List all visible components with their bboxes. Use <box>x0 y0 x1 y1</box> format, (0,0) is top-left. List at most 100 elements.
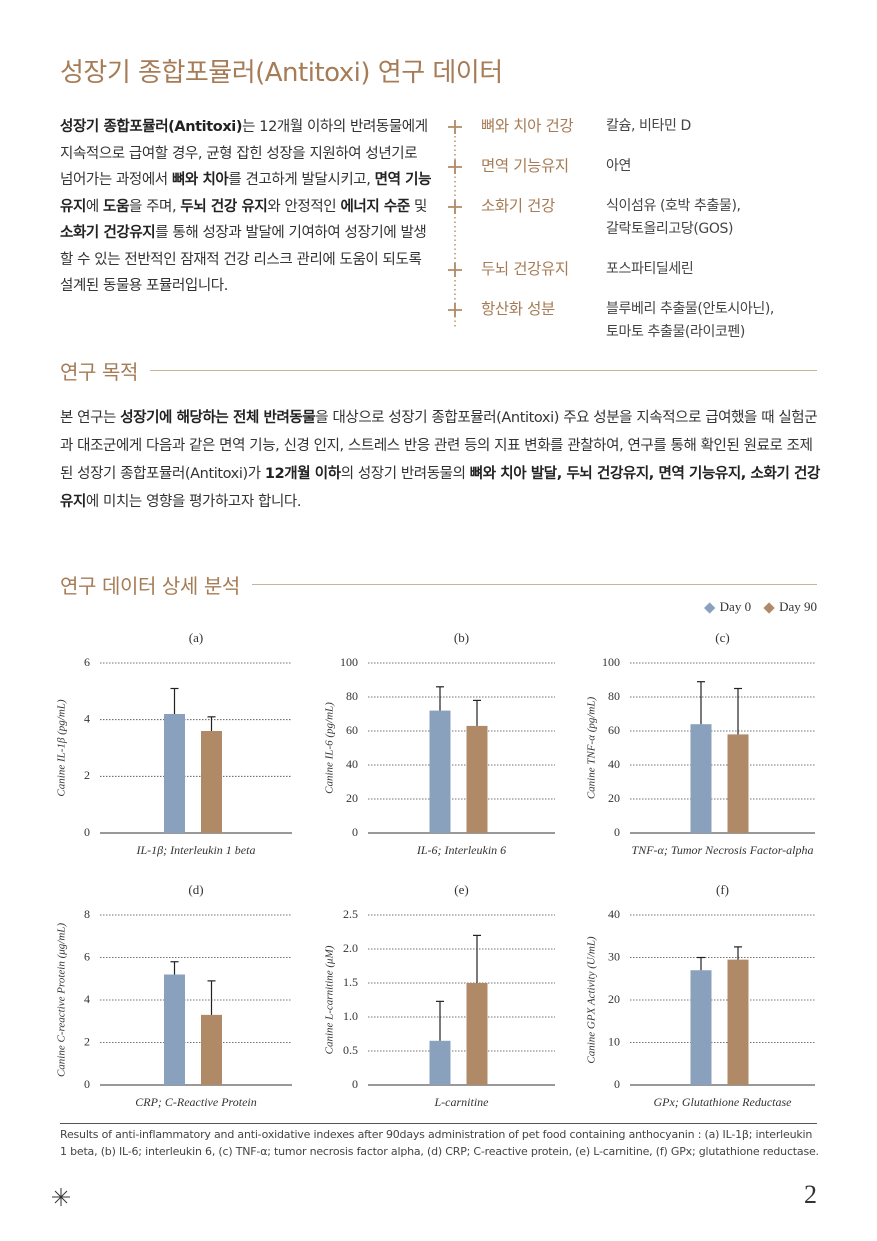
bar <box>727 734 749 833</box>
y-tick-label: 0 <box>352 1077 358 1091</box>
y-tick-label: 0.5 <box>343 1043 358 1057</box>
purpose-paragraph: 본 연구는 성장기에 해당하는 전체 반려동물을 대상으로 성장기 종합포뮬러(… <box>60 404 825 516</box>
bar <box>201 731 222 833</box>
bold-text: 에너지 수준 <box>340 198 410 215</box>
x-axis-label: IL-6; Interleukin 6 <box>416 843 506 857</box>
chart-title: (a) <box>189 630 203 645</box>
chart-title: (d) <box>188 882 203 897</box>
dotted-connector <box>454 127 456 327</box>
caption-rule <box>60 1123 817 1124</box>
y-tick-label: 2.0 <box>343 941 358 955</box>
y-tick-label: 0 <box>614 825 620 839</box>
y-tick-label: 0 <box>84 1077 90 1091</box>
text: 을 대상으로 성장기 종합포뮬러(Antitoxi) 주요 성분을 지속적으로 … <box>60 410 818 482</box>
nutrient-line: 갈락토올리고당(GOS) <box>606 221 734 237</box>
section-line <box>251 584 817 585</box>
text: 에 미치는 영향을 평가하고자 합니다. <box>85 494 302 510</box>
nutrient-value: 칼슘, 비타민 D <box>606 115 691 138</box>
section-title: 연구 목적 <box>60 360 138 384</box>
y-axis-label: Canine L-carnitine (μM) <box>324 945 336 1054</box>
nutrient-line: 아연 <box>606 158 631 174</box>
x-axis-label: GPx; Glutathione Reductase <box>654 1095 793 1109</box>
y-tick-label: 100 <box>602 655 620 669</box>
nutrient-value: 블루베리 추출물(안토시아닌), 토마토 추출물(라이코펜) <box>606 298 774 344</box>
bar <box>466 983 488 1085</box>
nutrient-value: 식이섬유 (호박 추출물), 갈락토올리고당(GOS) <box>606 195 741 241</box>
text: 을 주며, <box>128 198 181 215</box>
y-tick-label: 6 <box>84 655 90 669</box>
chart-title: (f) <box>716 882 729 897</box>
plus-shape <box>448 303 462 317</box>
caption: Results of anti-inflammatory and anti-ox… <box>60 1128 819 1158</box>
text: 및 <box>409 198 427 215</box>
star-icon <box>52 1188 70 1206</box>
y-tick-label: 2 <box>84 768 90 782</box>
x-axis-label: CRP; C-Reactive Protein <box>135 1095 257 1109</box>
nutrient-item: 두뇌 건강유지 포스파티딜세린 <box>447 258 827 281</box>
y-axis-label: Canine IL-6 (pg/mL) <box>324 702 336 794</box>
text: 본 연구는 <box>60 410 121 426</box>
y-tick-label: 40 <box>608 757 620 771</box>
chart-title: (b) <box>454 630 469 645</box>
plus-shape <box>448 160 462 174</box>
bar <box>727 959 749 1085</box>
nutrient-label: 항산화 성분 <box>481 300 555 318</box>
plus-shape <box>448 200 462 214</box>
nutrient-line: 블루베리 추출물(안토시아닌), <box>606 301 774 317</box>
bold-text: 두뇌 건강 유지 <box>180 198 268 215</box>
y-tick-label: 30 <box>608 949 620 963</box>
x-axis-label: TNF-α; Tumor Necrosis Factor-alpha <box>632 843 814 857</box>
y-tick-label: 4 <box>84 711 90 725</box>
chart-title: (c) <box>715 630 729 645</box>
page-title: 성장기 종합포뮬러(Antitoxi) 연구 데이터 <box>60 58 503 88</box>
y-tick-label: 80 <box>346 689 358 703</box>
y-tick-label: 1.5 <box>343 975 358 989</box>
bar <box>429 710 451 833</box>
y-tick-label: 60 <box>608 723 620 737</box>
legend-label: Day 90 <box>779 599 817 614</box>
nutrient-item: 항산화 성분 블루베리 추출물(안토시아닌), 토마토 추출물(라이코펜) <box>447 298 827 344</box>
plus-icon <box>448 263 462 277</box>
section-line <box>149 370 817 371</box>
y-tick-label: 10 <box>608 1034 620 1048</box>
text: 에 <box>85 198 104 215</box>
text: 의 성장기 반려동물의 <box>340 466 470 482</box>
plus-icon <box>448 160 462 174</box>
section-header: 연구 데이터 상세 분석 <box>60 570 817 599</box>
nutrient-label: 뼈와 치아 건강 <box>481 117 574 135</box>
plus-icon <box>448 200 462 214</box>
y-tick-label: 80 <box>608 689 620 703</box>
nutrient-label: 소화기 건강 <box>481 197 555 215</box>
nutrient-label: 면역 기능유지 <box>481 157 569 175</box>
bar <box>164 974 185 1085</box>
bar <box>690 970 712 1085</box>
bar <box>429 1040 451 1085</box>
y-tick-label: 0 <box>84 825 90 839</box>
y-axis-label: Canine C-reactive Protein (μg/mL) <box>56 923 68 1077</box>
nutrient-line: 토마토 추출물(라이코펜) <box>606 324 745 340</box>
y-tick-label: 1.0 <box>343 1009 358 1023</box>
plus-shape <box>448 120 462 134</box>
section-header: 연구 목적 <box>60 356 817 385</box>
text: 를 통해 성장과 발달에 기여하여 성장기에 발생할 수 있는 전반적인 잠재적… <box>60 225 427 294</box>
bar <box>201 1014 222 1085</box>
y-axis-label: Canine TNF-α (pg/mL) <box>586 697 598 800</box>
y-tick-label: 0 <box>352 825 358 839</box>
section-title: 연구 데이터 상세 분석 <box>60 574 240 598</box>
text: 를 견고하게 발달시키고, <box>228 172 375 188</box>
chart-title: (e) <box>454 882 468 897</box>
y-axis-label: Canine IL-1β (pg/mL) <box>56 699 68 796</box>
y-tick-label: 40 <box>608 907 620 921</box>
nutrient-item: 소화기 건강 식이섬유 (호박 추출물), 갈락토올리고당(GOS) <box>447 195 827 241</box>
nutrient-label: 두뇌 건강유지 <box>481 260 569 278</box>
y-tick-label: 2 <box>84 1034 90 1048</box>
page-number: 2 <box>804 1180 817 1209</box>
nutrient-item: 뼈와 치아 건강 칼슘, 비타민 D <box>447 115 827 138</box>
legend-marker <box>763 602 775 614</box>
nutrient-item: 면역 기능유지 아연 <box>447 155 827 178</box>
plus-shape <box>448 263 462 277</box>
plus-icon <box>448 303 462 317</box>
nutrient-line: 식이섬유 (호박 추출물), <box>606 198 741 214</box>
bold-text: 소화기 건강유지 <box>60 225 156 241</box>
